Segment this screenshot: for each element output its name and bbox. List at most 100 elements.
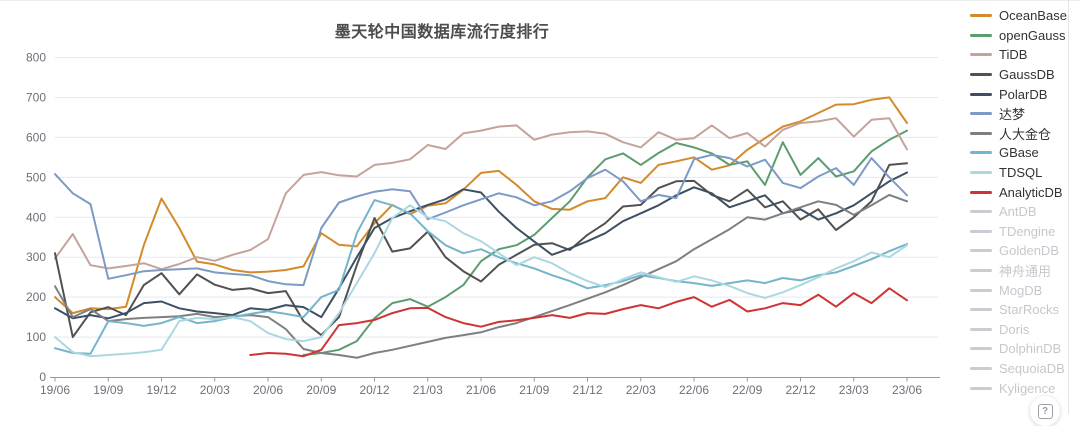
legend-swatch [970, 171, 992, 175]
legend-swatch [970, 151, 992, 155]
legend-label: Doris [999, 321, 1030, 337]
legend-label: openGauss [999, 27, 1066, 43]
y-tick-label: 700 [26, 90, 46, 104]
legend-label: PolarDB [999, 86, 1048, 102]
legend-label: TiDB [999, 47, 1028, 63]
legend-item-GaussDB[interactable]: GaussDB [970, 65, 1066, 85]
series-line-达梦[interactable] [54, 153, 908, 287]
x-tick-label: 23/03 [839, 383, 869, 397]
legend-swatch [970, 33, 992, 37]
legend-item-TiDB[interactable]: TiDB [970, 45, 1066, 65]
legend-label: DolphinDB [999, 341, 1062, 357]
legend-item-AntDB[interactable]: AntDB [970, 202, 1066, 222]
legend-swatch [970, 308, 992, 312]
x-tick-label: 19/09 [93, 383, 123, 397]
legend-label: StarRocks [999, 302, 1059, 318]
legend-label: 达梦 [999, 107, 1026, 123]
legend-swatch [970, 229, 992, 233]
series-line-人大金仓[interactable] [54, 193, 908, 359]
x-tick-label: 21/09 [519, 383, 549, 397]
legend-item-GBase[interactable]: GBase [970, 143, 1066, 163]
y-tick-label: 800 [26, 51, 46, 65]
x-tick-label: 21/12 [572, 383, 602, 397]
legend-swatch [970, 386, 992, 390]
legend-swatch [970, 112, 992, 116]
panel-divider [1068, 0, 1069, 414]
legend-swatch [970, 269, 992, 273]
legend-item-人大金仓[interactable]: 人大金仓 [970, 124, 1066, 144]
series-line-AnalyticDB[interactable] [249, 287, 908, 358]
series-line-GaussDB[interactable] [54, 162, 908, 339]
legend-item-PolarDB[interactable]: PolarDB [970, 84, 1066, 104]
legend-label: AntDB [999, 204, 1037, 220]
legend-item-GoldenDB[interactable]: GoldenDB [970, 241, 1066, 261]
legend-label: Kyligence [999, 380, 1056, 396]
series-line-TDSQL[interactable] [54, 204, 908, 358]
x-tick-label: 23/06 [892, 383, 922, 397]
x-tick-label: 21/03 [413, 383, 443, 397]
legend-label: GBase [999, 145, 1039, 161]
series-line-TiDB[interactable] [54, 117, 908, 271]
x-tick-label: 21/06 [466, 383, 496, 397]
legend-label: GoldenDB [999, 243, 1059, 259]
legend-item-神舟通用[interactable]: 神舟通用 [970, 261, 1066, 281]
legend-swatch [970, 14, 992, 18]
legend-swatch [970, 366, 992, 370]
series-line-GBase[interactable] [54, 199, 908, 355]
x-tick-label: 22/03 [626, 383, 656, 397]
series-line-OceanBase[interactable] [54, 96, 908, 315]
y-tick-label: 300 [26, 250, 46, 264]
legend-item-AnalyticDB[interactable]: AnalyticDB [970, 182, 1066, 202]
legend-label: OceanBase [999, 8, 1067, 24]
y-tick-label: 600 [26, 130, 46, 144]
x-tick-label: 19/06 [40, 383, 70, 397]
line-chart[interactable]: 0 100 200 300 400 500 600 700 800 19/06 19/09 19/12… [0, 0, 960, 414]
series-line-PolarDB[interactable] [54, 171, 908, 320]
chart-legend: OceanBase openGauss TiDB GaussDB PolarDB 达梦人大… [970, 6, 1067, 398]
legend-item-MogDB[interactable]: MogDB [970, 280, 1066, 300]
legend-label: SequoiaDB [999, 360, 1065, 376]
legend-label: AnalyticDB [999, 184, 1063, 200]
x-tick-label: 22/09 [732, 383, 762, 397]
legend-label: TDSQL [999, 165, 1043, 181]
legend-swatch [970, 131, 992, 135]
legend-item-Doris[interactable]: Doris [970, 320, 1066, 340]
legend-item-DolphinDB[interactable]: DolphinDB [970, 339, 1066, 359]
legend-label: TDengine [999, 223, 1056, 239]
legend-swatch [970, 327, 992, 331]
legend-swatch [970, 73, 992, 77]
legend-swatch [970, 288, 992, 292]
legend-swatch [970, 53, 992, 57]
legend-item-SequoiaDB[interactable]: SequoiaDB [970, 359, 1066, 379]
series-line-openGauss[interactable] [302, 129, 908, 356]
top-border [0, 0, 1080, 1]
legend-item-TDengine[interactable]: TDengine [970, 222, 1066, 242]
legend-item-TDSQL[interactable]: TDSQL [970, 163, 1066, 183]
y-tick-label: 400 [26, 210, 46, 224]
y-tick-label: 100 [26, 330, 46, 344]
y-tick-label: 200 [26, 290, 46, 304]
x-tick-label: 19/12 [146, 383, 176, 397]
help-button[interactable]: ? [1030, 396, 1060, 426]
legend-item-OceanBase[interactable]: OceanBase [970, 6, 1067, 26]
y-tick-label: 0 [39, 370, 46, 384]
legend-item-达梦[interactable]: 达梦 [970, 104, 1066, 124]
legend-swatch [970, 249, 992, 253]
x-tick-label: 20/03 [200, 383, 230, 397]
legend-item-Kyligence[interactable]: Kyligence [970, 378, 1066, 398]
help-icon: ? [1037, 403, 1053, 419]
legend-swatch [970, 190, 992, 194]
legend-item-openGauss[interactable]: openGauss [970, 26, 1066, 46]
y-tick-label: 500 [26, 170, 46, 184]
x-tick-label: 20/12 [359, 383, 389, 397]
x-tick-label: 20/06 [253, 383, 283, 397]
legend-label: 人大金仓 [999, 126, 1052, 142]
legend-label: GaussDB [999, 67, 1055, 83]
legend-item-StarRocks[interactable]: StarRocks [970, 300, 1066, 320]
legend-label: 神舟通用 [999, 264, 1052, 280]
x-tick-label: 22/06 [679, 383, 709, 397]
legend-label: MogDB [999, 282, 1043, 298]
legend-swatch [970, 210, 992, 214]
legend-swatch [970, 92, 992, 96]
chart-title: 墨天轮中国数据库流行度排行 [334, 24, 550, 41]
